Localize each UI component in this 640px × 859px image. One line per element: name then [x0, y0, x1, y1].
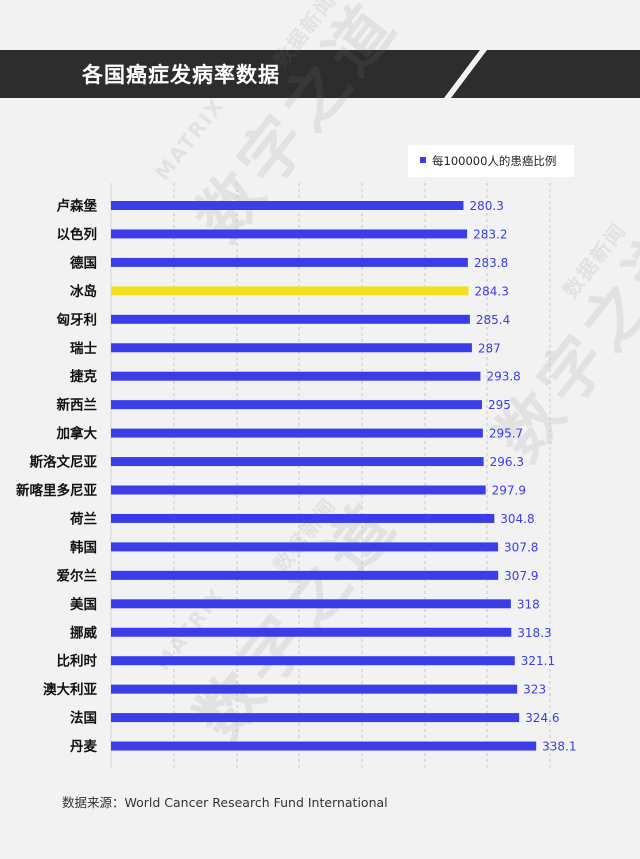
category-label: 捷克	[70, 368, 97, 385]
category-label: 荷兰	[69, 510, 97, 527]
value-label: 304.8	[500, 512, 534, 526]
category-label: 美国	[70, 596, 97, 613]
page-title: 各国癌症发病率数据	[82, 63, 280, 87]
bar	[111, 257, 468, 267]
header-banner: 各国癌症发病率数据	[0, 50, 640, 98]
category-label: 新西兰	[57, 397, 98, 414]
bar	[111, 343, 472, 353]
grid-lines	[110, 183, 551, 768]
legend-swatch	[420, 157, 426, 163]
value-label: 283.8	[474, 256, 508, 270]
value-label: 296.3	[490, 455, 524, 469]
value-label: 287	[478, 341, 501, 355]
category-label: 斯洛文尼亚	[30, 454, 98, 471]
value-label: 293.8	[486, 370, 520, 384]
category-label: 冰岛	[70, 283, 97, 300]
category-label: 韩国	[70, 539, 97, 556]
bar	[111, 229, 468, 239]
category-label: 匈牙利	[57, 311, 98, 328]
category-label: 挪威	[70, 624, 97, 641]
bar	[111, 656, 515, 666]
category-label: 澳大利亚	[43, 681, 97, 698]
bar	[111, 400, 482, 410]
bar	[111, 371, 481, 381]
bar	[111, 314, 470, 324]
header-background	[0, 50, 640, 98]
bar	[111, 542, 499, 552]
bar	[111, 485, 486, 495]
bar	[111, 627, 512, 637]
value-label: 318	[517, 597, 540, 611]
value-label: 280.3	[469, 199, 503, 213]
bars: 卢森堡 280.3 以色列 283.2 德国 283.8 冰岛 284.3 匈牙利 285.4 瑞士…	[16, 198, 577, 756]
bar	[111, 599, 511, 609]
legend: 每100000人的患癌比例	[408, 145, 574, 177]
value-label: 295	[488, 398, 511, 412]
bar	[111, 684, 518, 694]
bar	[111, 513, 495, 523]
bar	[111, 457, 484, 467]
value-label: 297.9	[492, 484, 526, 498]
category-label: 瑞士	[70, 340, 97, 357]
value-label: 284.3	[475, 284, 509, 298]
value-label: 321.1	[521, 654, 555, 668]
category-label: 卢森堡	[57, 198, 98, 215]
bar	[111, 428, 483, 438]
value-label: 307.9	[504, 569, 538, 583]
value-label: 323	[523, 683, 546, 697]
value-label: 338.1	[542, 740, 576, 754]
bar-highlighted	[111, 286, 469, 296]
value-label: 295.7	[489, 427, 523, 441]
category-label: 德国	[70, 254, 97, 271]
category-label: 加拿大	[56, 425, 98, 442]
value-label: 307.8	[504, 540, 538, 554]
legend-label: 每100000人的患癌比例	[432, 154, 556, 168]
category-label: 法国	[70, 710, 97, 727]
value-label: 283.2	[473, 227, 507, 241]
category-label: 丹麦	[70, 738, 97, 755]
value-label: 318.3	[517, 626, 551, 640]
bar	[111, 570, 499, 580]
value-label: 324.6	[525, 711, 559, 725]
category-label: 以色列	[57, 226, 98, 243]
legend-box	[408, 145, 574, 177]
bar	[111, 201, 464, 210]
source-note: 数据来源：World Cancer Research Fund Internat…	[62, 795, 388, 810]
category-label: 爱尔兰	[57, 567, 98, 584]
bar	[111, 741, 537, 751]
bar	[111, 713, 520, 723]
category-label: 新喀里多尼亚	[16, 482, 97, 499]
value-label: 285.4	[476, 313, 510, 327]
category-label: 比利时	[57, 653, 98, 670]
